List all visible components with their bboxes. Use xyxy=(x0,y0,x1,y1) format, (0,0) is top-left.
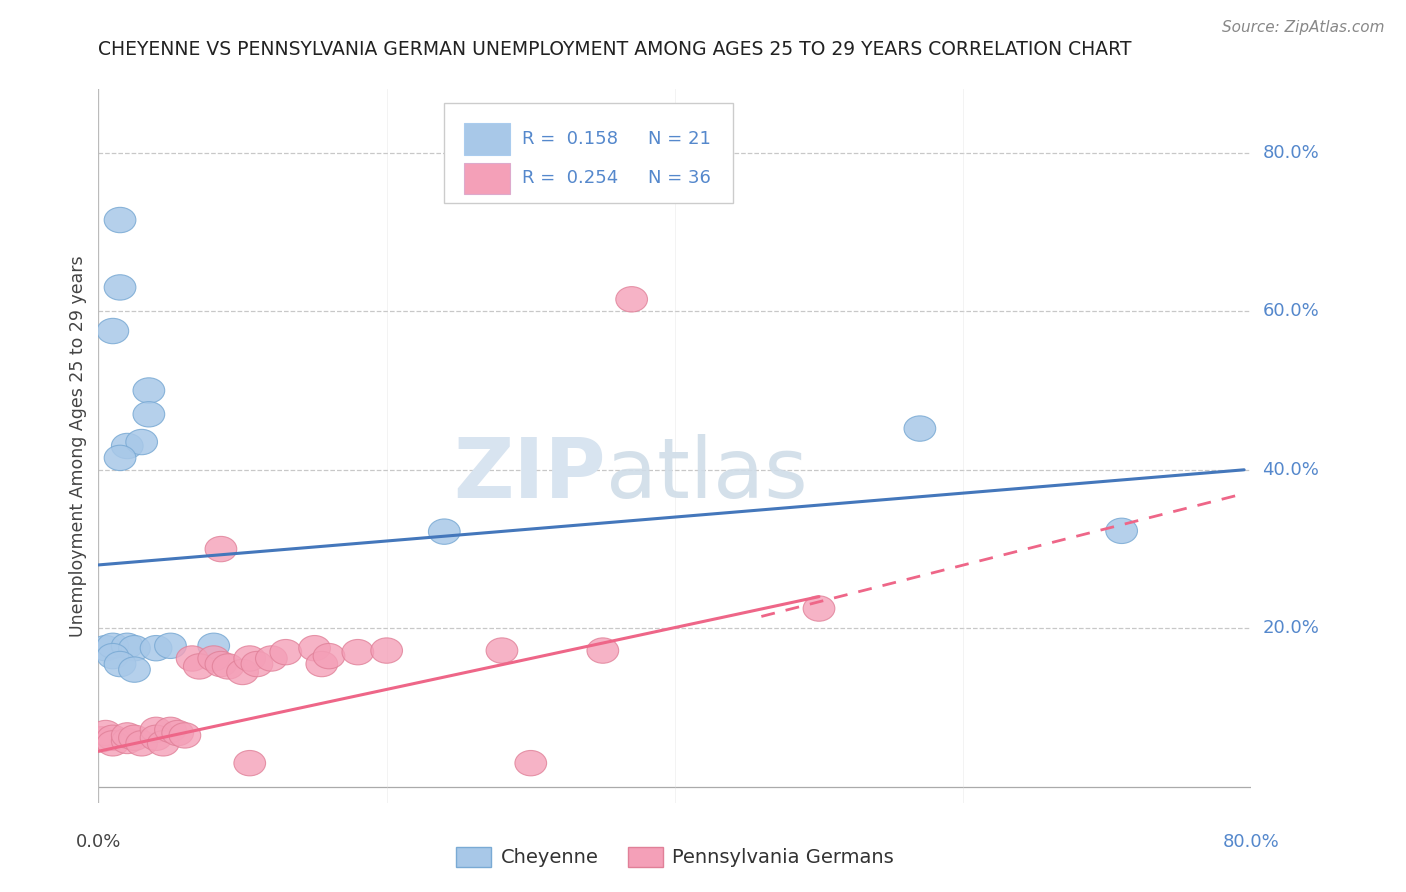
Ellipse shape xyxy=(104,651,136,677)
Ellipse shape xyxy=(125,731,157,756)
Text: R =  0.254: R = 0.254 xyxy=(522,169,617,187)
Ellipse shape xyxy=(141,635,172,661)
Ellipse shape xyxy=(90,635,121,661)
Ellipse shape xyxy=(97,731,129,756)
Ellipse shape xyxy=(97,725,129,750)
Ellipse shape xyxy=(162,721,194,746)
Ellipse shape xyxy=(298,635,330,661)
Text: N = 21: N = 21 xyxy=(648,130,711,148)
Ellipse shape xyxy=(90,721,121,746)
Ellipse shape xyxy=(371,638,402,664)
Ellipse shape xyxy=(125,429,157,455)
Text: 80.0%: 80.0% xyxy=(1263,144,1319,161)
Ellipse shape xyxy=(155,633,187,658)
Text: 0.0%: 0.0% xyxy=(76,833,121,851)
Ellipse shape xyxy=(198,633,229,658)
Ellipse shape xyxy=(148,731,179,756)
Ellipse shape xyxy=(169,723,201,748)
Ellipse shape xyxy=(111,728,143,754)
Text: atlas: atlas xyxy=(606,434,807,515)
Ellipse shape xyxy=(141,717,172,742)
Ellipse shape xyxy=(134,378,165,403)
Ellipse shape xyxy=(233,750,266,776)
Legend: Cheyenne, Pennsylvania Germans: Cheyenne, Pennsylvania Germans xyxy=(449,839,901,875)
Text: R =  0.158: R = 0.158 xyxy=(522,130,617,148)
Text: 20.0%: 20.0% xyxy=(1263,619,1319,638)
Text: Source: ZipAtlas.com: Source: ZipAtlas.com xyxy=(1222,20,1385,35)
Ellipse shape xyxy=(616,286,648,312)
Ellipse shape xyxy=(97,318,129,343)
Ellipse shape xyxy=(97,633,129,658)
Ellipse shape xyxy=(104,207,136,233)
Ellipse shape xyxy=(111,723,143,748)
Ellipse shape xyxy=(1105,518,1137,543)
Text: CHEYENNE VS PENNSYLVANIA GERMAN UNEMPLOYMENT AMONG AGES 25 TO 29 YEARS CORRELATI: CHEYENNE VS PENNSYLVANIA GERMAN UNEMPLOY… xyxy=(98,40,1132,59)
Ellipse shape xyxy=(141,725,172,750)
Text: ZIP: ZIP xyxy=(453,434,606,515)
Ellipse shape xyxy=(486,638,517,664)
Ellipse shape xyxy=(118,657,150,682)
Ellipse shape xyxy=(111,633,143,658)
Ellipse shape xyxy=(104,445,136,471)
Y-axis label: Unemployment Among Ages 25 to 29 years: Unemployment Among Ages 25 to 29 years xyxy=(69,255,87,637)
Ellipse shape xyxy=(205,536,236,562)
Ellipse shape xyxy=(155,717,187,742)
Ellipse shape xyxy=(212,654,245,679)
Ellipse shape xyxy=(429,519,460,544)
Ellipse shape xyxy=(240,651,273,677)
Ellipse shape xyxy=(97,643,129,669)
Ellipse shape xyxy=(118,635,150,661)
Ellipse shape xyxy=(233,646,266,671)
FancyBboxPatch shape xyxy=(464,162,510,194)
Ellipse shape xyxy=(307,651,337,677)
Ellipse shape xyxy=(111,434,143,458)
Ellipse shape xyxy=(256,646,287,671)
Ellipse shape xyxy=(342,640,374,665)
Ellipse shape xyxy=(314,643,344,669)
Ellipse shape xyxy=(803,596,835,621)
Text: 60.0%: 60.0% xyxy=(1263,302,1319,320)
FancyBboxPatch shape xyxy=(444,103,733,203)
Ellipse shape xyxy=(118,725,150,750)
Text: 80.0%: 80.0% xyxy=(1223,833,1279,851)
Ellipse shape xyxy=(904,416,936,442)
Ellipse shape xyxy=(270,640,302,665)
Ellipse shape xyxy=(226,659,259,685)
Ellipse shape xyxy=(176,646,208,671)
Ellipse shape xyxy=(134,401,165,427)
Text: N = 36: N = 36 xyxy=(648,169,711,187)
Ellipse shape xyxy=(198,646,229,671)
Ellipse shape xyxy=(205,651,236,677)
FancyBboxPatch shape xyxy=(464,123,510,155)
Text: 40.0%: 40.0% xyxy=(1263,461,1319,479)
Ellipse shape xyxy=(104,275,136,300)
Ellipse shape xyxy=(586,638,619,664)
Ellipse shape xyxy=(515,750,547,776)
Ellipse shape xyxy=(86,727,117,752)
Ellipse shape xyxy=(183,654,215,679)
